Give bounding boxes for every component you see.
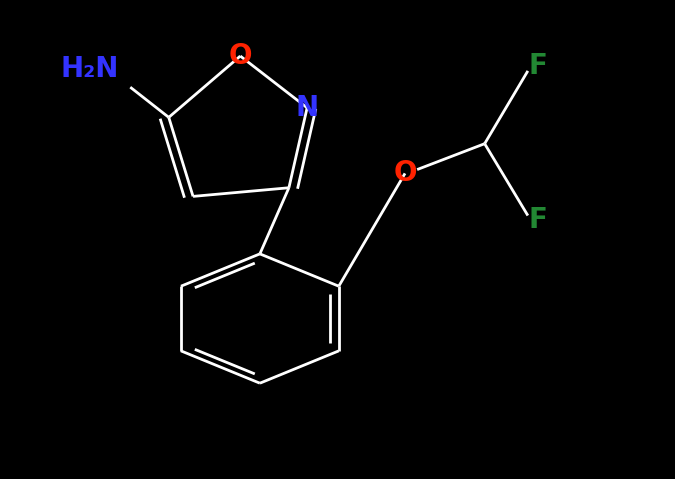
Text: F: F [529, 52, 547, 80]
Text: N: N [296, 94, 319, 122]
Text: O: O [394, 160, 416, 187]
Text: O: O [229, 42, 252, 70]
Text: F: F [529, 206, 547, 234]
Text: H₂N: H₂N [61, 56, 119, 83]
